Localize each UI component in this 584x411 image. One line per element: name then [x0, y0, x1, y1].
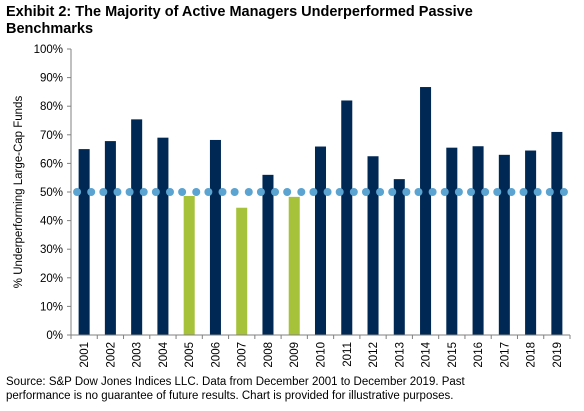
- x-tick-label-2017: 2017: [499, 342, 511, 368]
- bar-2006: [209, 139, 221, 335]
- marker-2016-b: [481, 188, 490, 196]
- marker-2010-a: [309, 188, 318, 196]
- x-tick-label-2007: 2007: [237, 342, 249, 368]
- bar-2019: [551, 131, 563, 335]
- marker-2005-b: [192, 188, 201, 196]
- y-tick-label: 10%: [40, 301, 63, 313]
- marker-2001-b: [87, 188, 96, 196]
- bars: [78, 87, 563, 336]
- footnote-line-1: Source: S&P Dow Jones Indices LLC. Data …: [6, 376, 465, 388]
- y-tick-label: 80%: [40, 101, 63, 113]
- marker-2010-b: [323, 188, 332, 196]
- marker-2007-b: [244, 188, 253, 196]
- marker-2017-b: [507, 188, 516, 196]
- bar-2018: [525, 150, 537, 335]
- marker-2009-a: [283, 188, 292, 196]
- marker-2006-a: [204, 188, 213, 196]
- x-tick-label-2003: 2003: [132, 342, 144, 368]
- bar-chart: 0%10%20%30%40%50%60%70%80%90%100% 2001 20…: [13, 44, 571, 368]
- footnote-line-2: performance is no guarantee of future re…: [6, 390, 454, 402]
- y-tick-label: 100%: [34, 44, 63, 56]
- bar-2003: [131, 119, 143, 335]
- marker-2012-a: [361, 188, 370, 196]
- marker-2008-b: [271, 188, 280, 196]
- marker-2005-a: [178, 188, 187, 196]
- x-tick-label-2002: 2002: [105, 342, 117, 368]
- bar-2007: [236, 207, 248, 335]
- marker-2014-b: [428, 188, 437, 196]
- marker-2002-b: [113, 188, 122, 196]
- y-tick-label: 50%: [40, 187, 63, 199]
- bar-2013: [393, 179, 405, 335]
- chart-title: Exhibit 2: The Majority of Active Manage…: [6, 4, 566, 38]
- x-tick-label-2019: 2019: [552, 342, 564, 368]
- marker-2011-a: [335, 188, 344, 196]
- footnote: Source: S&P Dow Jones Indices LLC. Data …: [6, 375, 581, 403]
- bar-2011: [341, 100, 353, 335]
- marker-2015-b: [454, 188, 463, 196]
- marker-2006-b: [218, 188, 227, 196]
- bar-2009: [288, 196, 300, 335]
- y-tick-label: 20%: [40, 273, 63, 285]
- marker-2017-a: [493, 188, 502, 196]
- bar-2016: [472, 146, 484, 335]
- marker-2009-b: [297, 188, 306, 196]
- bar-2010: [314, 146, 327, 335]
- bar-2008: [262, 174, 274, 335]
- chart-title-line-2: Benchmarks: [6, 21, 94, 37]
- x-tick-label-2013: 2013: [394, 342, 406, 368]
- marker-2002-a: [99, 188, 108, 196]
- x-tick-label-2010: 2010: [316, 342, 328, 368]
- y-tick-label: 90%: [40, 73, 63, 85]
- bar-2005: [183, 196, 195, 335]
- y-axis-title: % Underperforming Large-Cap Funds: [13, 96, 25, 289]
- x-tick-label-2018: 2018: [526, 342, 538, 368]
- x-tick-label-2016: 2016: [473, 342, 485, 368]
- x-tick-label-2014: 2014: [421, 341, 433, 367]
- y-tick-label: 60%: [40, 158, 63, 170]
- x-tick-label-2004: 2004: [158, 341, 170, 367]
- marker-2014-a: [414, 188, 423, 196]
- y-tick-label: 70%: [40, 130, 63, 142]
- x-tick-label-2006: 2006: [210, 342, 222, 368]
- chart-title-line-1: Exhibit 2: The Majority of Active Manage…: [6, 4, 473, 20]
- marker-2008-a: [256, 188, 265, 196]
- marker-2019-b: [559, 188, 568, 196]
- bar-2001: [78, 149, 90, 335]
- x-tick-label-2005: 2005: [184, 342, 196, 368]
- marker-2001-a: [73, 188, 82, 196]
- marker-2007-a: [230, 188, 239, 196]
- marker-2012-b: [376, 188, 385, 196]
- marker-2013-b: [402, 188, 411, 196]
- marker-2016-a: [467, 188, 476, 196]
- markers: [73, 188, 568, 196]
- marker-2018-b: [533, 188, 542, 196]
- bar-2015: [446, 147, 458, 335]
- marker-2018-a: [519, 188, 528, 196]
- marker-2011-b: [349, 188, 358, 196]
- marker-2015-a: [440, 188, 449, 196]
- x-tick-label-2009: 2009: [289, 342, 301, 368]
- x-tick-label-2008: 2008: [263, 342, 275, 368]
- bar-2002: [104, 141, 116, 335]
- x-tick-label-2015: 2015: [447, 342, 459, 368]
- bar-2017: [498, 154, 510, 335]
- marker-2019-a: [545, 188, 554, 196]
- marker-2004-a: [151, 188, 160, 196]
- marker-2003-b: [139, 188, 148, 196]
- y-axis: 0% 10% 20% 30% 40% 50% 60% 70% 80% 90% 100%: [34, 44, 72, 342]
- x-tick-label-2001: 2001: [79, 342, 91, 368]
- x-axis: 2001 2002 2003 2004 2005 2006 2007 2008 2009 2010…: [70, 334, 571, 368]
- bar-2012: [367, 156, 379, 335]
- y-tick-label: 30%: [40, 244, 63, 256]
- x-tick-label-2011: 2011: [342, 342, 354, 367]
- marker-2003-a: [125, 188, 134, 196]
- x-tick-label-2012: 2012: [368, 342, 380, 368]
- bar-2014: [420, 87, 432, 336]
- marker-2013-a: [388, 188, 397, 196]
- y-tick-label: 40%: [40, 216, 63, 228]
- marker-2004-b: [165, 188, 174, 196]
- bar-2004: [157, 137, 169, 335]
- y-tick-label: 0%: [46, 330, 63, 342]
